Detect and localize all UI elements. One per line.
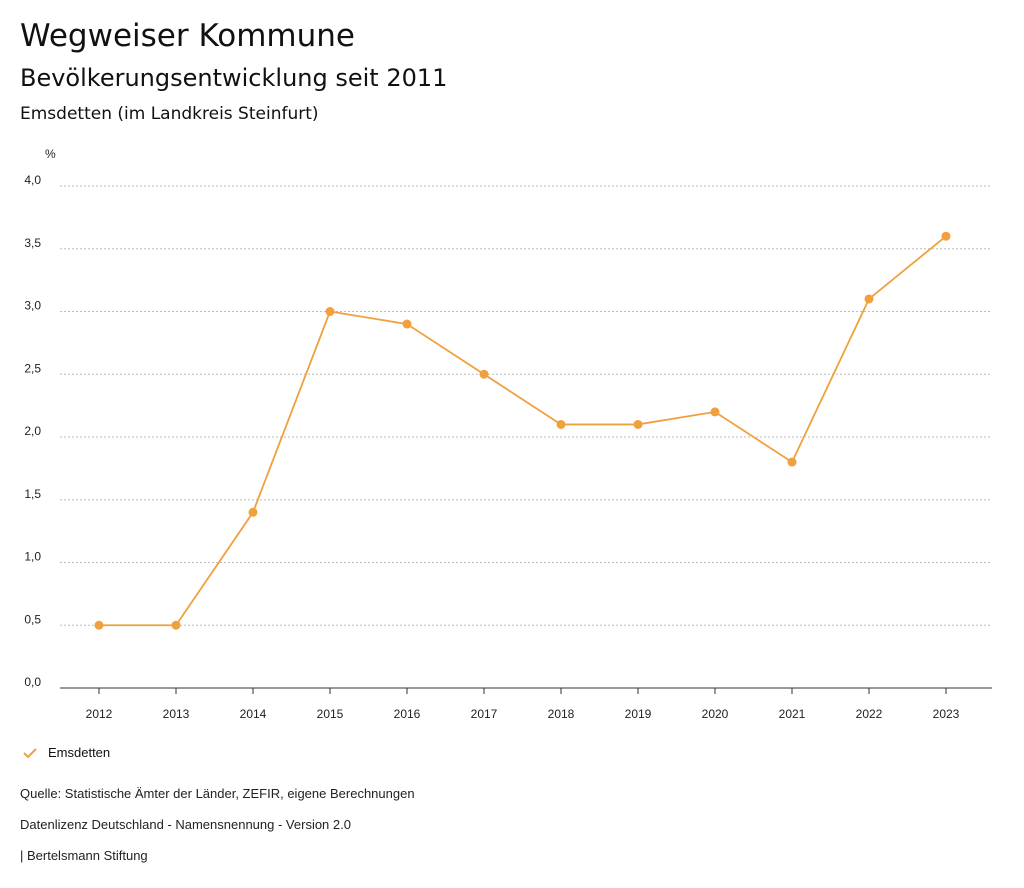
y-tick-label: 4,0: [24, 173, 41, 187]
x-tick-label: 2012: [86, 707, 113, 721]
x-tick-label: 2020: [702, 707, 729, 721]
data-point[interactable]: [864, 294, 874, 304]
data-point[interactable]: [633, 419, 643, 429]
legend-label-emsdetten: Emsdetten: [48, 745, 111, 760]
page-title: Wegweiser Kommune: [20, 18, 355, 54]
x-tick-label: 2017: [471, 707, 498, 721]
x-tick-label: 2016: [394, 707, 421, 721]
data-point[interactable]: [171, 620, 181, 630]
chart-subtitle: Bevölkerungsentwicklung seit 2011: [20, 64, 448, 92]
chart-legend[interactable]: Emsdetten: [22, 745, 110, 760]
y-tick-label: 1,0: [24, 550, 41, 564]
data-point[interactable]: [479, 369, 489, 379]
x-tick-label: 2022: [856, 707, 883, 721]
x-tick-label: 2013: [163, 707, 190, 721]
x-axis: 2012 2013 2014 2015 2016 2017 2018 2019 2020 2021…: [60, 687, 992, 721]
y-tick-label: 3,5: [24, 236, 41, 250]
data-point[interactable]: [556, 419, 566, 429]
data-point[interactable]: [248, 507, 258, 517]
series-emsdetten: [94, 231, 951, 630]
data-point[interactable]: [787, 457, 797, 467]
data-point[interactable]: [941, 231, 951, 241]
source-note: Quelle: Statistische Ämter der Länder, Z…: [20, 786, 415, 801]
data-point[interactable]: [710, 407, 720, 417]
y-tick-label: 2,5: [24, 361, 41, 375]
y-axis-unit-label: %: [45, 147, 56, 161]
y-tick-label: 0,0: [24, 675, 41, 689]
x-tick-label: 2021: [779, 707, 806, 721]
x-tick-label: 2023: [933, 707, 960, 721]
y-tick-label: 3,0: [24, 299, 41, 313]
y-tick-label: 2,0: [24, 424, 41, 438]
y-axis-ticks: 0,0 0,5 1,0 1,5 2,0 2,5 3,0 3,5 4,0: [24, 173, 41, 689]
data-point[interactable]: [325, 307, 335, 316]
check-icon: [23, 747, 37, 758]
data-point[interactable]: [94, 620, 104, 630]
x-tick-label: 2019: [625, 707, 652, 721]
x-tick-label: 2015: [317, 707, 344, 721]
y-tick-label: 0,5: [24, 612, 41, 626]
publisher-note: | Bertelsmann Stiftung: [20, 848, 148, 863]
series-line: [99, 235, 947, 627]
license-note: Datenlizenz Deutschland - Namensnennung …: [20, 817, 351, 832]
line-chart: % 0,00,51,01,52,02,53,03,54,0 2012 2013 20…: [24, 147, 992, 721]
y-tick-label: 1,5: [24, 487, 41, 501]
grid-lines: [60, 185, 992, 689]
x-tick-label: 2018: [548, 707, 575, 721]
x-tick-label: 2014: [240, 707, 267, 721]
region-label: Emsdetten (im Landkreis Steinfurt): [20, 104, 319, 124]
data-point[interactable]: [402, 319, 412, 329]
